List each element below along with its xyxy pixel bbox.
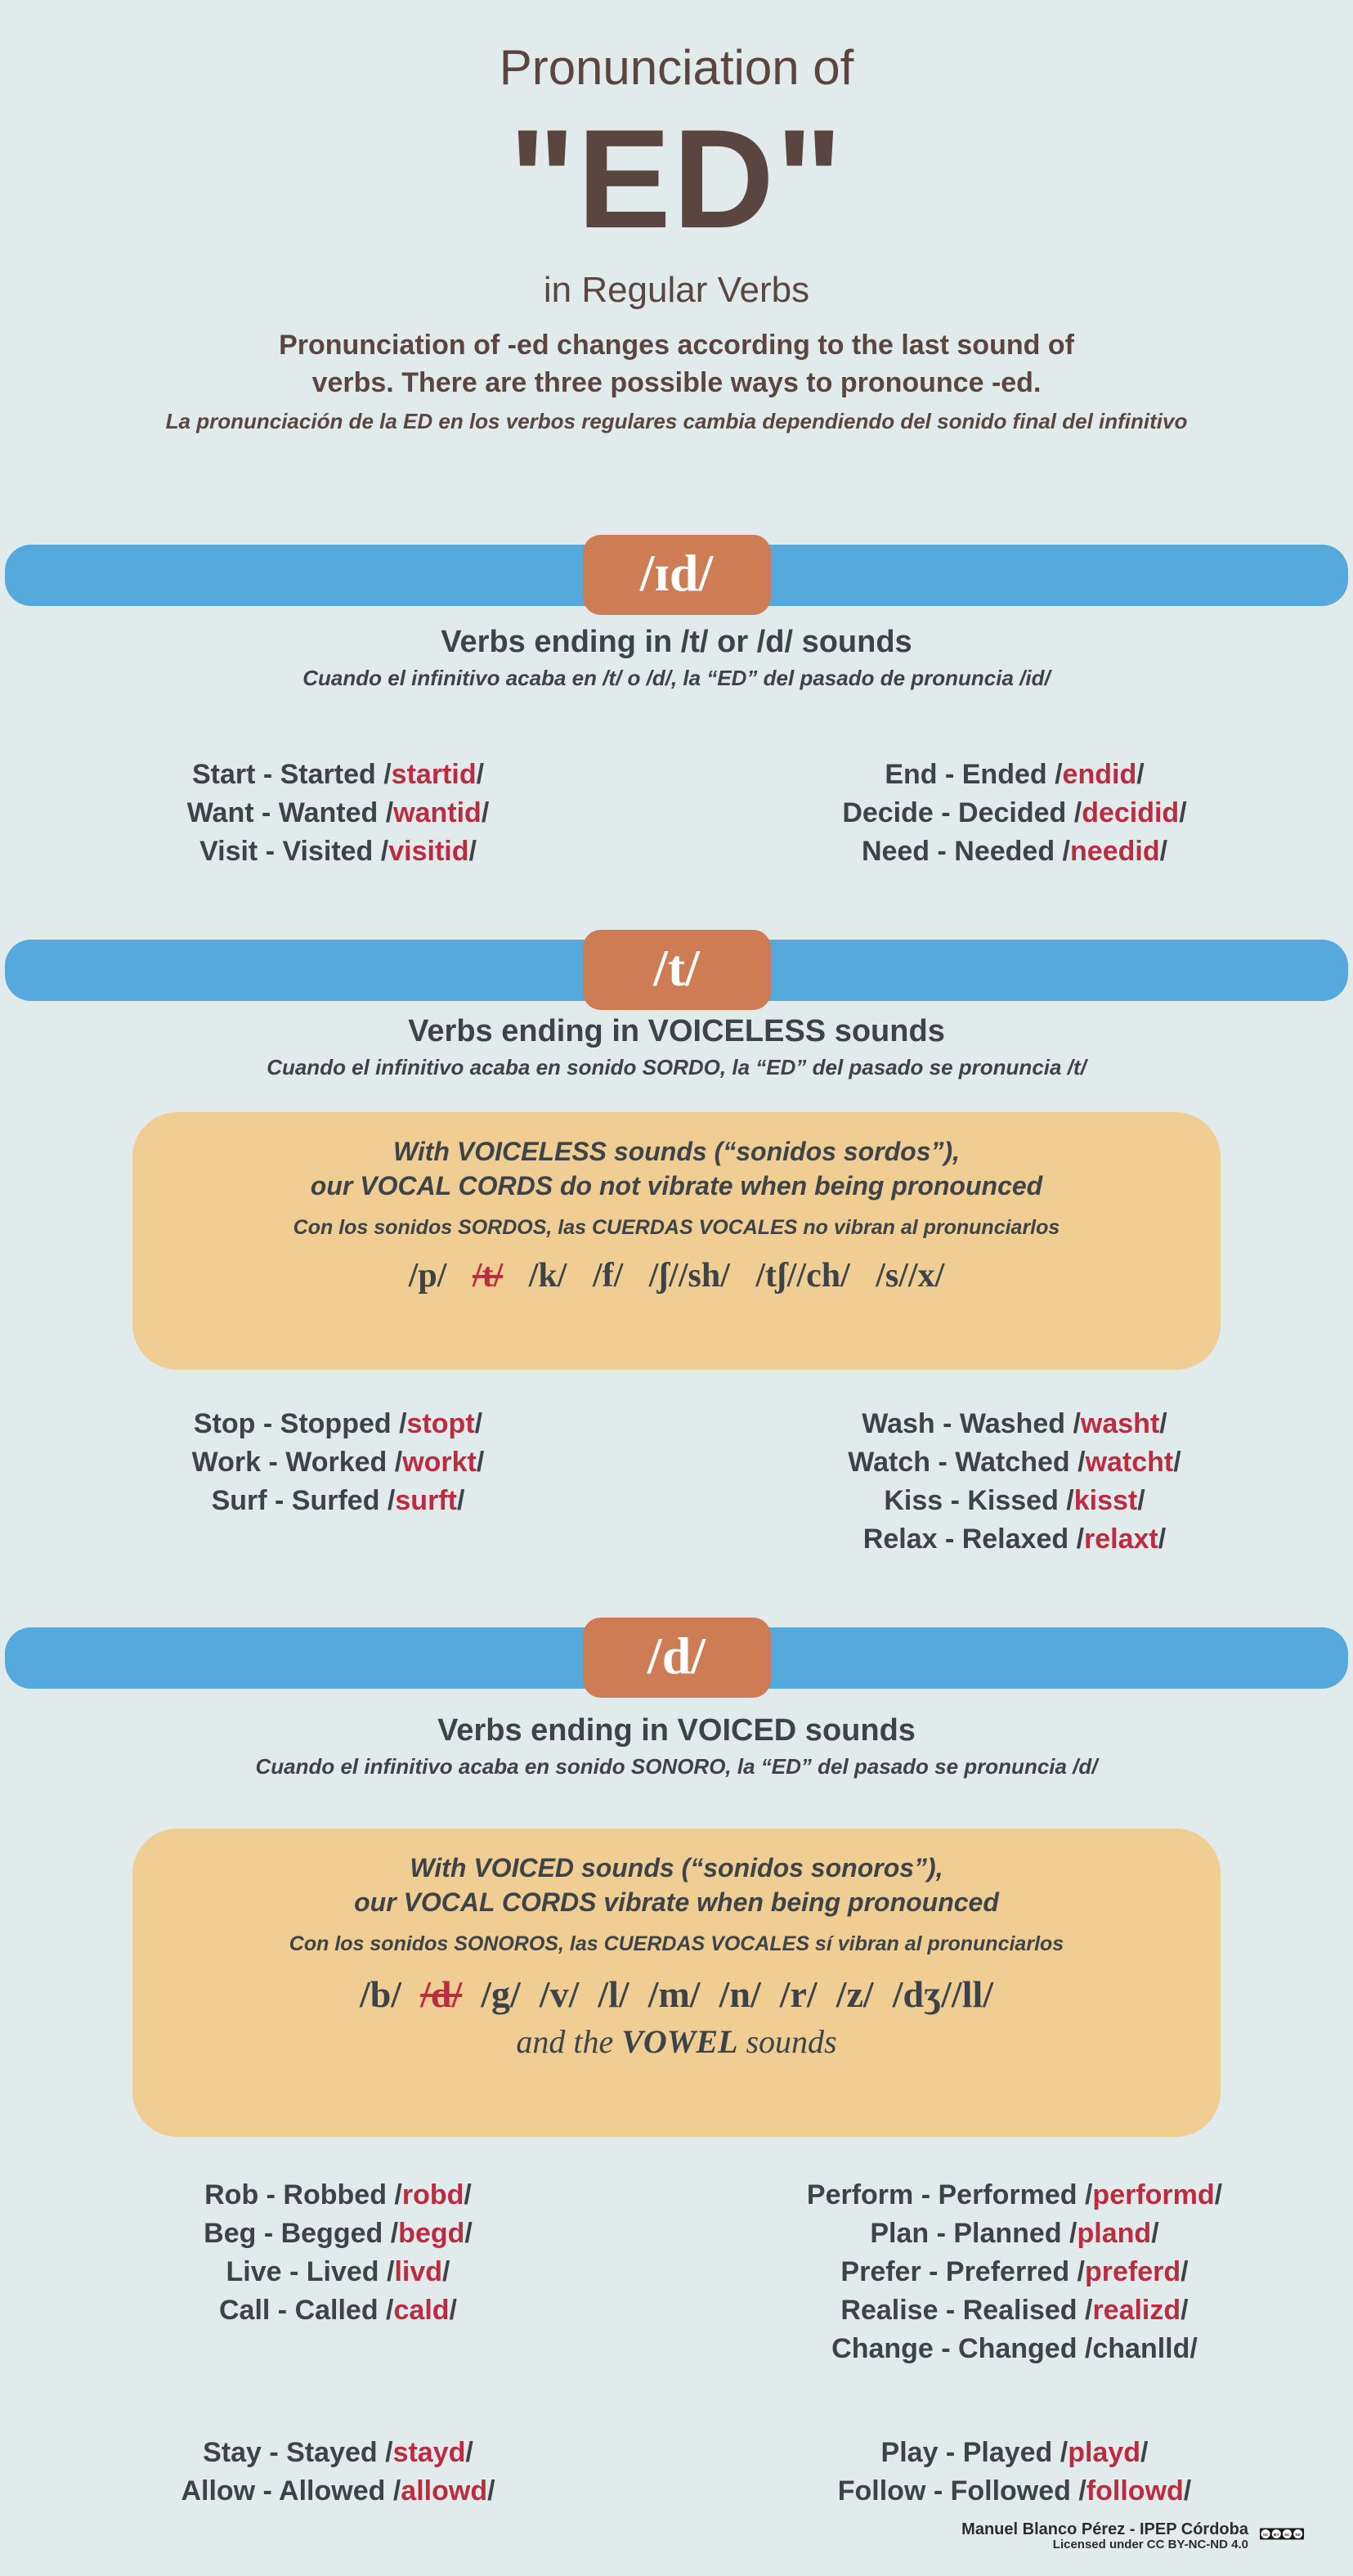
svg-text:NC: NC [1284, 2533, 1289, 2537]
svg-text:BY: BY [1274, 2533, 1280, 2538]
svg-text:cc: cc [1263, 2533, 1268, 2538]
svg-text:ND: ND [1296, 2533, 1301, 2537]
